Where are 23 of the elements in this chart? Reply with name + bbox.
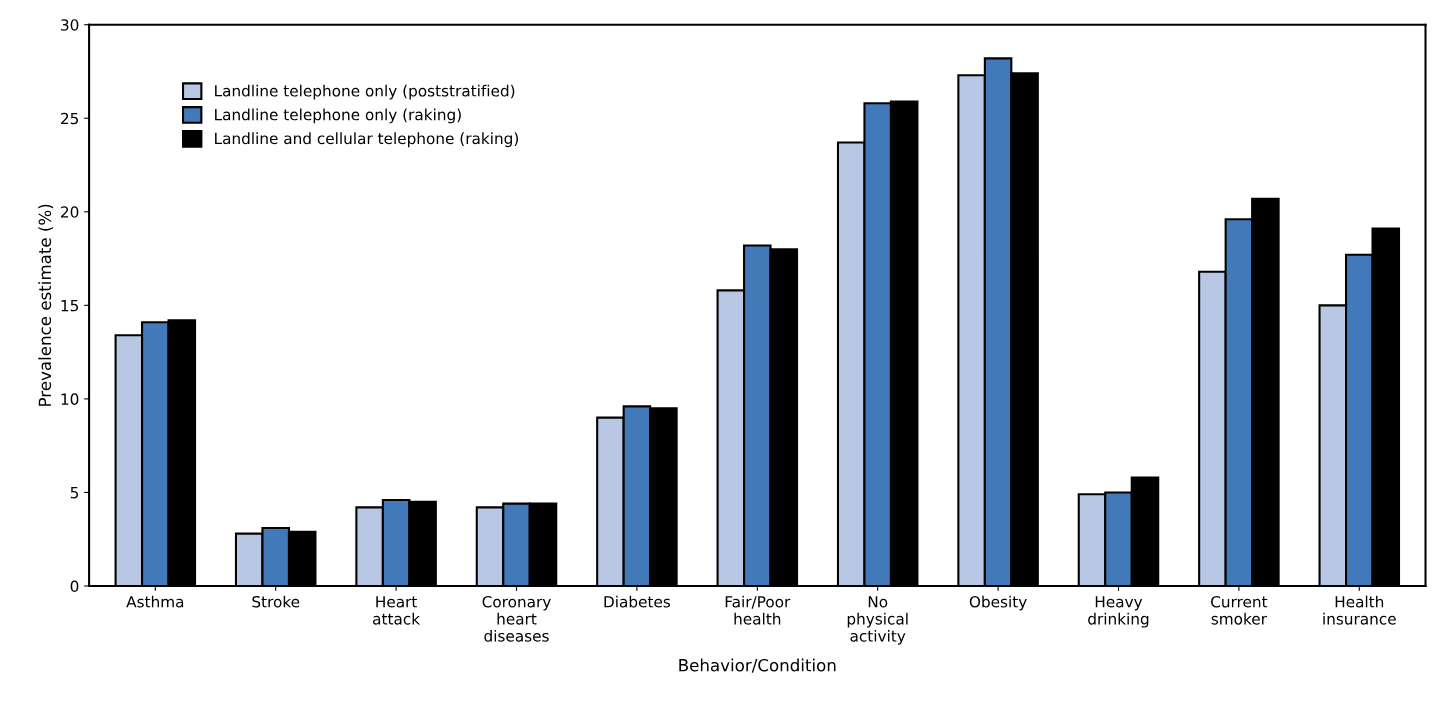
y-tick-label: 25 [61,112,79,125]
x-tick-label: Stroke [252,595,300,608]
x-tick-label: Diabetes [604,595,671,608]
y-tick-label: 20 [61,206,79,218]
x-tick-label: Current smoker [1211,595,1268,625]
legend-label: Landline telephone only (poststratified) [215,84,515,100]
x-tick-label: Fair/Poor health [725,595,791,625]
y-axis-title: Prevalence estimate (%) [38,204,54,406]
x-tick-label: Obesity [969,595,1027,611]
y-tick-label: 0 [70,580,79,592]
y-tick-label: 30 [61,19,79,31]
x-tick-label: Health insurance [1323,595,1396,625]
x-tick-label: Asthma [126,595,184,608]
x-tick-label: Heart attack [373,596,421,625]
x-tick-label: No physical activity [847,596,908,645]
x-tick-label: Heavy drinking [1088,596,1149,628]
y-tick-label: 5 [70,487,79,499]
legend-label: Landline telephone only (raking) [215,108,461,124]
y-tick-label: 15 [61,300,79,312]
y-tick-label: 10 [61,393,79,405]
x-tick-label: Coronary heart diseases [482,595,551,642]
legend-label: Landline and cellular telephone (raking) [215,132,519,148]
x-axis-title: Behavior/Condition [679,658,836,673]
